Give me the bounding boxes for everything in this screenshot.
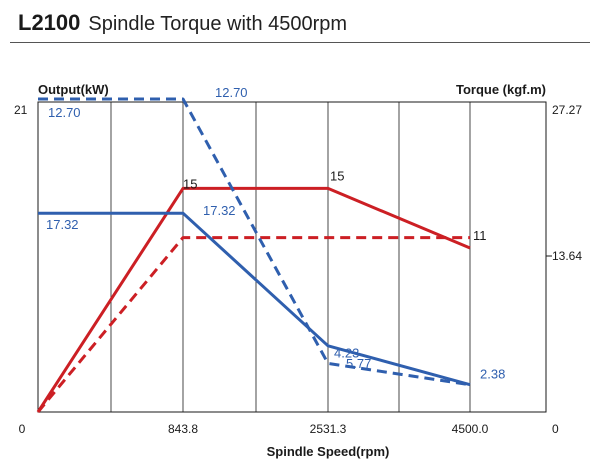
series-line-3 (38, 97, 471, 387)
data-label: 4.23 (334, 345, 359, 360)
header-divider (10, 42, 590, 43)
data-label: 17.32 (46, 217, 79, 232)
data-label: 12.70 (48, 105, 81, 120)
x-tick-label: 843.8 (168, 422, 198, 436)
y-right-axis-title: Torque (kgf.m) (456, 82, 546, 97)
x-tick-label: 2531.3 (310, 422, 347, 436)
data-label: 15 (330, 168, 344, 183)
x-tick-label: 0 (19, 422, 26, 436)
series-line-2 (38, 211, 471, 387)
data-label: 17.32 (203, 203, 236, 218)
y-right-tick-label: 13.64 (552, 249, 582, 263)
data-label: 2.38 (480, 367, 505, 382)
data-label: 11 (473, 228, 487, 243)
model-name: L2100 (18, 10, 81, 35)
chart-subtitle: Spindle Torque with 4500rpm (88, 13, 348, 35)
x-tick-label: 4500.0 (452, 422, 489, 436)
plot-frame (37, 101, 547, 413)
chart-header: L2100 Spindle Torque with 4500rpm (18, 10, 598, 42)
data-label: 12.70 (215, 85, 248, 100)
y-right-tick-label: 27.27 (552, 103, 582, 117)
series-line-1 (36, 236, 470, 413)
y-left-axis-title: Output(kW) (38, 82, 109, 97)
x-axis-title: Spindle Speed(rpm) (267, 444, 390, 459)
y-right-tick-label: 0 (552, 422, 559, 436)
data-label: 15 (183, 176, 197, 191)
series-line-0 (36, 186, 471, 413)
y-left-tick-label: 21 (14, 103, 28, 117)
